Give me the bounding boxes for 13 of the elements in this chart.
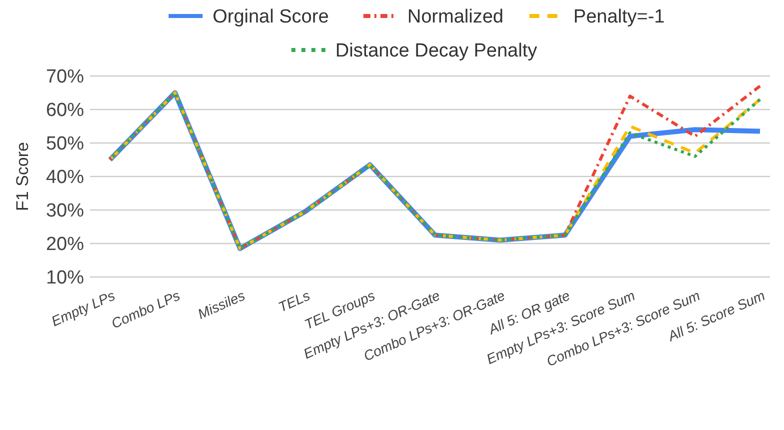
y-axis-title: F1 Score [13, 142, 32, 211]
x-tick-label: TELs [276, 287, 312, 316]
y-tick-label: 60% [46, 100, 84, 122]
legend-label: Distance Decay Penalty [335, 40, 538, 62]
y-tick-label: 50% [46, 134, 84, 155]
y-tick-label: 20% [46, 234, 84, 256]
y-tick-label: 10% [46, 268, 84, 289]
legend-label: Orginal Score [212, 6, 329, 28]
legend-label: Penalty=-1 [573, 6, 665, 28]
y-tick-label: 70% [46, 66, 84, 88]
legend-label: Normalized [407, 6, 504, 28]
y-tick-label: 30% [46, 200, 84, 222]
y-tick-label: 40% [46, 167, 84, 188]
